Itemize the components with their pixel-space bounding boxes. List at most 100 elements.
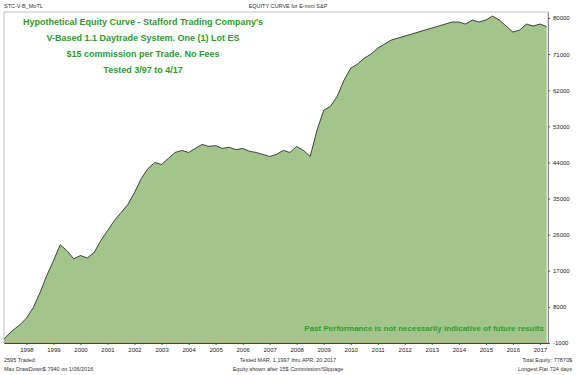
x-axis-line xyxy=(5,343,549,344)
tick-label: -1000 xyxy=(553,340,569,346)
tick: -1000 xyxy=(548,340,569,346)
tick: 17000 xyxy=(548,268,570,274)
tick-mark xyxy=(80,343,81,345)
tick-mark xyxy=(405,343,406,345)
tick-label: 2008 xyxy=(290,347,304,353)
tick-label: 2001 xyxy=(101,347,115,353)
tick: 2000 xyxy=(74,343,88,353)
tick-label: 2015 xyxy=(480,347,494,353)
tick-label: 2009 xyxy=(318,347,332,353)
chart-title: EQUITY CURVE for E-mini S&P xyxy=(249,3,328,9)
tick: 2009 xyxy=(318,343,332,353)
tick-mark xyxy=(548,343,550,344)
tick: 2016 xyxy=(507,343,521,353)
equity-area xyxy=(4,16,547,343)
tick-mark xyxy=(548,18,550,19)
tick: 1999 xyxy=(47,343,61,353)
tick-label: 1998 xyxy=(20,347,34,353)
tick: 2014 xyxy=(453,343,467,353)
footer-text: Tested MAR. 1,1997 thru APR. 20,2017 xyxy=(240,357,336,363)
tick: 62000 xyxy=(548,88,570,94)
tick-mark xyxy=(270,343,271,345)
chart: 1998 1999 2000 2001 2002 2003 2004 2005 2006 2007… xyxy=(0,0,576,375)
tick-mark xyxy=(459,343,460,345)
tick-mark xyxy=(548,271,550,272)
tick-mark xyxy=(548,54,550,55)
tick: 2010 xyxy=(345,343,359,353)
tick-label: 8000 xyxy=(553,304,567,310)
footer-text: Longest Flat 724 days xyxy=(518,366,572,372)
tick: 2002 xyxy=(128,343,142,353)
tick-label: 2002 xyxy=(128,347,142,353)
system-note: Tested 3/97 to 4/17 xyxy=(103,65,182,75)
tick-label: 53000 xyxy=(553,124,570,130)
tick-mark xyxy=(243,343,244,345)
tick: 1998 xyxy=(20,343,34,353)
tick-label: 62000 xyxy=(553,88,570,94)
tick: 2001 xyxy=(101,343,115,353)
tick-mark xyxy=(513,343,514,345)
footer-text: Total Equity: 77870$ xyxy=(522,357,572,363)
plot-background xyxy=(4,12,548,343)
tick: 2012 xyxy=(399,343,413,353)
tick: 44000 xyxy=(548,160,570,166)
footer-text: Max DrawDown$ 7940 on 1/06/2016 xyxy=(4,366,93,372)
tick-mark xyxy=(548,126,550,127)
tick-mark xyxy=(216,343,217,345)
tick: 2013 xyxy=(426,343,440,353)
tick: 80000 xyxy=(548,15,570,21)
tick-label: 80000 xyxy=(553,15,570,21)
tick-label: 2016 xyxy=(507,347,521,353)
tick-label: 2006 xyxy=(236,347,250,353)
tick: 2015 xyxy=(480,343,494,353)
footer-text: Equity shown after 15$ Commission/Slippa… xyxy=(233,366,344,372)
tick-mark xyxy=(548,90,550,91)
disclaimer: Past Performance is not necessarily indi… xyxy=(304,324,544,333)
x-axis: 1998 1999 2000 2001 2002 2003 2004 2005 2006 2007… xyxy=(5,343,549,353)
tick-label: 2013 xyxy=(426,347,440,353)
tick-label: 44000 xyxy=(553,160,570,166)
tick-label: 2005 xyxy=(209,347,223,353)
tick-mark xyxy=(324,343,325,345)
tick-label: 2003 xyxy=(155,347,169,353)
tick-label: 2004 xyxy=(182,347,196,353)
tick-label: 2017 xyxy=(534,347,548,353)
system-note: V-Based 1.1 Daytrade System. One (1) Lot… xyxy=(46,33,239,43)
tick-mark xyxy=(548,199,550,200)
tick-label: 2007 xyxy=(263,347,277,353)
equity-line xyxy=(4,16,547,339)
tick-label: 2011 xyxy=(372,347,386,353)
tick-mark xyxy=(189,343,190,345)
plot-area xyxy=(4,16,547,343)
tick-mark xyxy=(432,343,433,345)
footer-text: 2595 Traded xyxy=(4,357,35,363)
program-name: STC-V-B_MoTL xyxy=(4,3,43,9)
tick-mark xyxy=(540,343,541,345)
tick: 26000 xyxy=(548,232,570,238)
tick-label: 35000 xyxy=(553,196,570,202)
tick: 35000 xyxy=(548,196,570,202)
y-axis: -1000 8000 17000 26000 35000 44000 53000 62000 7… xyxy=(548,13,570,347)
tick-mark xyxy=(548,162,550,163)
tick: 2007 xyxy=(263,343,277,353)
tick-label: 2010 xyxy=(345,347,359,353)
tick: 8000 xyxy=(548,304,567,310)
tick-mark xyxy=(297,343,298,345)
tick: 2003 xyxy=(155,343,169,353)
tick: 2005 xyxy=(209,343,223,353)
tick-label: 1999 xyxy=(47,347,61,353)
tick: 2004 xyxy=(182,343,196,353)
tick-label: 2000 xyxy=(74,347,88,353)
tick-mark xyxy=(378,343,379,345)
system-note: Hypothetical Equity Curve - Stafford Tra… xyxy=(23,17,263,27)
tick: 71000 xyxy=(548,52,570,58)
tick-label: 71000 xyxy=(553,52,570,58)
tick-mark xyxy=(548,307,550,308)
system-note: $15 commission per Trade. No Fees xyxy=(66,49,219,59)
tick: 2006 xyxy=(236,343,250,353)
tick: 2011 xyxy=(372,343,386,353)
tick-label: 17000 xyxy=(553,268,570,274)
tick-mark xyxy=(548,235,550,236)
tick-label: 2014 xyxy=(453,347,467,353)
tick-label: 2012 xyxy=(399,347,413,353)
